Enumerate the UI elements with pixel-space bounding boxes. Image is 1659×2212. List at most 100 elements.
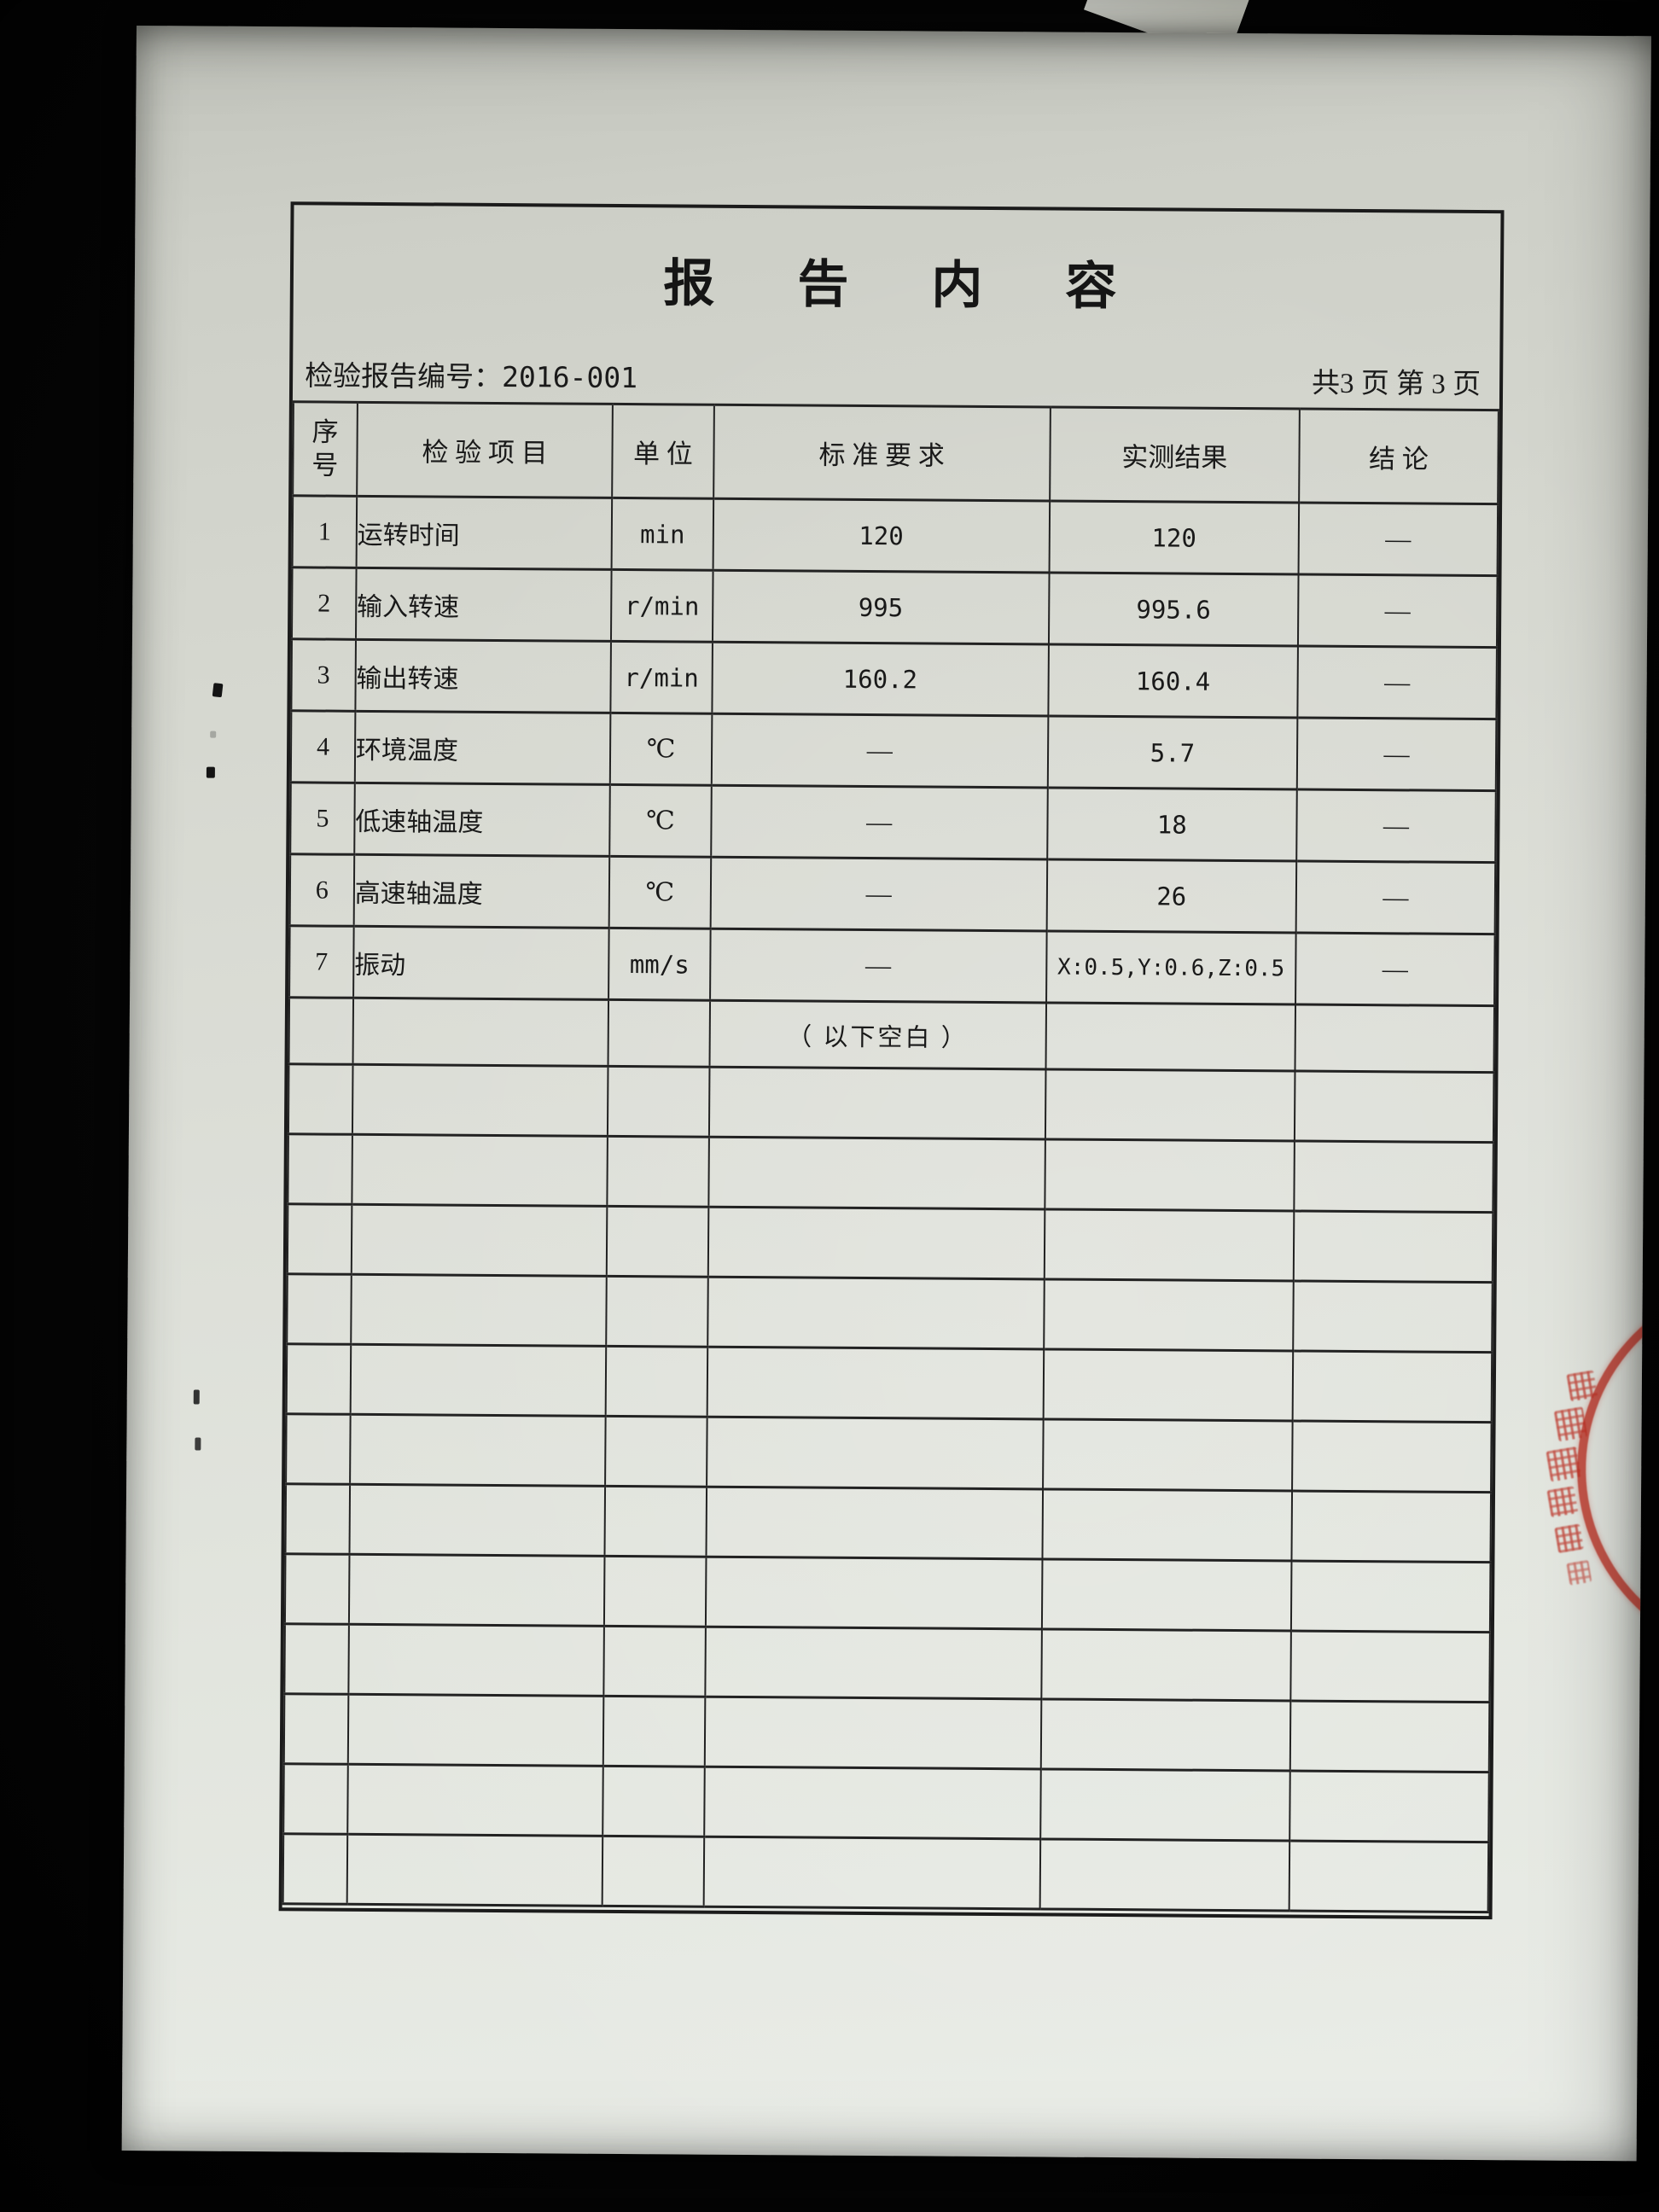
- cell-unit: ℃: [608, 856, 711, 929]
- cell-empty: [705, 1627, 1042, 1699]
- cell-empty: [348, 1554, 605, 1627]
- cell-conclusion: —: [1295, 933, 1495, 1006]
- cell-empty: [1289, 1840, 1489, 1912]
- cell-empty: [606, 1276, 708, 1348]
- cell-empty: [705, 1557, 1043, 1629]
- table-row-empty: [288, 1063, 1494, 1143]
- ink-mark: [195, 1437, 201, 1451]
- cell-empty: [1291, 1490, 1492, 1563]
- cell-empty: [352, 998, 609, 1067]
- report-number-label: 检验报告编号：: [305, 361, 503, 393]
- cell-unit: ℃: [609, 784, 712, 858]
- cell-empty: [1040, 1698, 1291, 1771]
- red-stamp-character: [1566, 1370, 1598, 1402]
- report-header: 报 告 内 容 检验报告编号：2016-001 共3 页 第 3 页: [293, 205, 1501, 409]
- table-row-empty: [286, 1343, 1493, 1423]
- cell-empty: [1042, 1418, 1293, 1491]
- cell-item: 环境温度: [354, 711, 611, 785]
- cell-empty: [1043, 1348, 1294, 1421]
- cell-no: 4: [290, 710, 356, 783]
- cell-empty: [288, 997, 353, 1065]
- cell-empty: [288, 1133, 352, 1205]
- cell-conclusion: —: [1297, 574, 1498, 648]
- cell-item: 低速轴温度: [354, 783, 610, 857]
- cell-empty: [1294, 1071, 1494, 1143]
- cell-item: 输入转速: [355, 568, 612, 642]
- cell-empty: [603, 1626, 706, 1697]
- cell-empty: [287, 1203, 352, 1275]
- cell-empty: [1294, 1141, 1493, 1213]
- cell-empty: [1044, 1208, 1295, 1282]
- cell-unit: ℃: [609, 713, 713, 786]
- cell-result: 120: [1049, 500, 1300, 575]
- cell-empty: [1290, 1630, 1490, 1703]
- cell-conclusion: —: [1298, 503, 1499, 576]
- cell-empty: [602, 1766, 705, 1837]
- cell-item: 运转时间: [356, 496, 613, 570]
- cell-empty: [706, 1417, 1044, 1489]
- cell-empty: [349, 1414, 606, 1487]
- cell-empty: [703, 1767, 1041, 1839]
- table-row-empty: [284, 1553, 1491, 1633]
- cell-empty: [1041, 1558, 1292, 1631]
- cell-item: 高速轴温度: [353, 854, 610, 928]
- cell-standard: 995: [712, 570, 1050, 644]
- header-result: 实测结果: [1049, 406, 1300, 504]
- report-number-line: 检验报告编号：2016-001 共3 页 第 3 页: [305, 352, 1481, 402]
- cell-empty: [349, 1484, 606, 1557]
- table-row: 4 环境温度 ℃ — 5.7 —: [290, 710, 1497, 791]
- cell-empty: [708, 1137, 1045, 1209]
- cell-empty: [1039, 1768, 1290, 1841]
- table-row-empty: [287, 1273, 1493, 1353]
- report-number-value: 2016-001: [502, 359, 638, 395]
- cell-empty: [351, 1204, 608, 1277]
- cell-empty: [1295, 1004, 1495, 1073]
- cell-empty: [347, 1764, 603, 1837]
- report-number: 检验报告编号：2016-001: [305, 352, 637, 396]
- cell-no: 5: [290, 782, 355, 855]
- cell-empty: [286, 1413, 351, 1485]
- table-row-empty: [282, 1833, 1489, 1912]
- cell-empty: [1293, 1211, 1493, 1283]
- cell-no: 6: [289, 853, 355, 927]
- cell-standard: 120: [713, 498, 1050, 573]
- cell-empty: [604, 1556, 707, 1627]
- cell-empty: [1043, 1278, 1294, 1351]
- cell-empty: [285, 1483, 350, 1555]
- cell-standard: —: [711, 713, 1049, 788]
- cell-empty: [605, 1346, 707, 1417]
- header-conclusion: 结 论: [1299, 409, 1499, 504]
- table-row-empty: [287, 1203, 1493, 1283]
- cell-empty: [602, 1696, 706, 1767]
- header-unit: 单 位: [612, 404, 714, 499]
- cell-no: 7: [289, 925, 354, 998]
- cell-empty: [347, 1694, 604, 1767]
- table-row-empty: [288, 1133, 1493, 1213]
- red-stamp-character: [1545, 1446, 1582, 1482]
- cell-empty: [707, 1277, 1045, 1349]
- red-stamp-character: [1546, 1486, 1579, 1518]
- cell-empty: [284, 1553, 350, 1625]
- red-stamp-character: [1553, 1406, 1588, 1442]
- cell-empty: [1042, 1488, 1293, 1561]
- cell-empty: [606, 1206, 709, 1278]
- blank-note: （ 以下空白 ）: [709, 1000, 1046, 1069]
- cell-empty: [352, 1134, 608, 1207]
- cell-empty: [708, 1067, 1046, 1139]
- table-row-blank-note: （ 以下空白 ）: [288, 997, 1495, 1073]
- cell-empty: [707, 1207, 1045, 1279]
- cell-empty: [707, 1347, 1044, 1419]
- cell-empty: [286, 1343, 352, 1415]
- cell-empty: [604, 1486, 707, 1557]
- cell-result: 160.4: [1048, 643, 1298, 719]
- header-standard: 标 准 要 求: [713, 405, 1051, 501]
- cell-empty: [1292, 1350, 1493, 1423]
- cell-empty: [704, 1697, 1042, 1769]
- cell-empty: [1041, 1628, 1291, 1701]
- table-row: 5 低速轴温度 ℃ — 18 —: [290, 782, 1496, 863]
- empty-rows: [282, 1063, 1494, 1912]
- cell-standard: —: [709, 928, 1047, 1003]
- cell-empty: [1039, 1838, 1290, 1911]
- cell-standard: —: [710, 857, 1047, 931]
